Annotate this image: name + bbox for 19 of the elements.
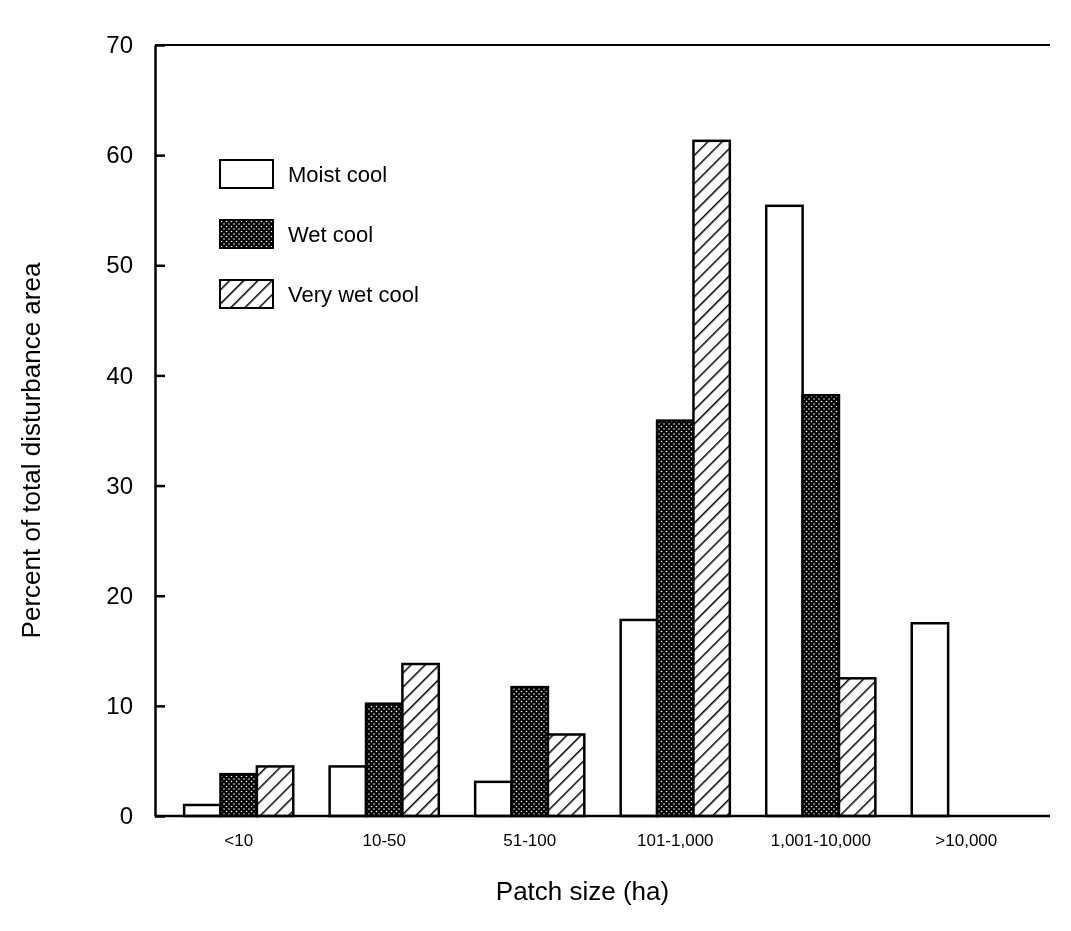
y-tick-label: 20 bbox=[106, 581, 133, 609]
legend-label: Wet cool bbox=[288, 222, 374, 247]
y-tick-label: 70 bbox=[106, 31, 133, 59]
x-tick-label: <10 bbox=[224, 831, 254, 851]
legend-label: Moist cool bbox=[288, 162, 388, 187]
x-tick-label: >10,000 bbox=[935, 831, 998, 851]
x-tick-label: 101-1,000 bbox=[636, 831, 714, 851]
y-tick-label: 10 bbox=[106, 692, 133, 720]
y-tick-label: 30 bbox=[106, 471, 133, 499]
x-tick-label: 10-50 bbox=[362, 831, 406, 851]
x-axis-title: Patch size (ha) bbox=[495, 876, 670, 906]
x-tick-label: 51-100 bbox=[503, 831, 557, 851]
y-tick-label: 60 bbox=[106, 141, 133, 169]
y-axis-title: Percent of total disturbance area bbox=[16, 262, 46, 639]
legend-label: Very wet cool bbox=[288, 282, 419, 307]
y-tick-label: 50 bbox=[106, 251, 133, 279]
x-tick-label: 1,001-10,000 bbox=[770, 831, 871, 851]
y-tick-label: 40 bbox=[106, 361, 133, 389]
y-tick-label: 0 bbox=[119, 802, 133, 830]
